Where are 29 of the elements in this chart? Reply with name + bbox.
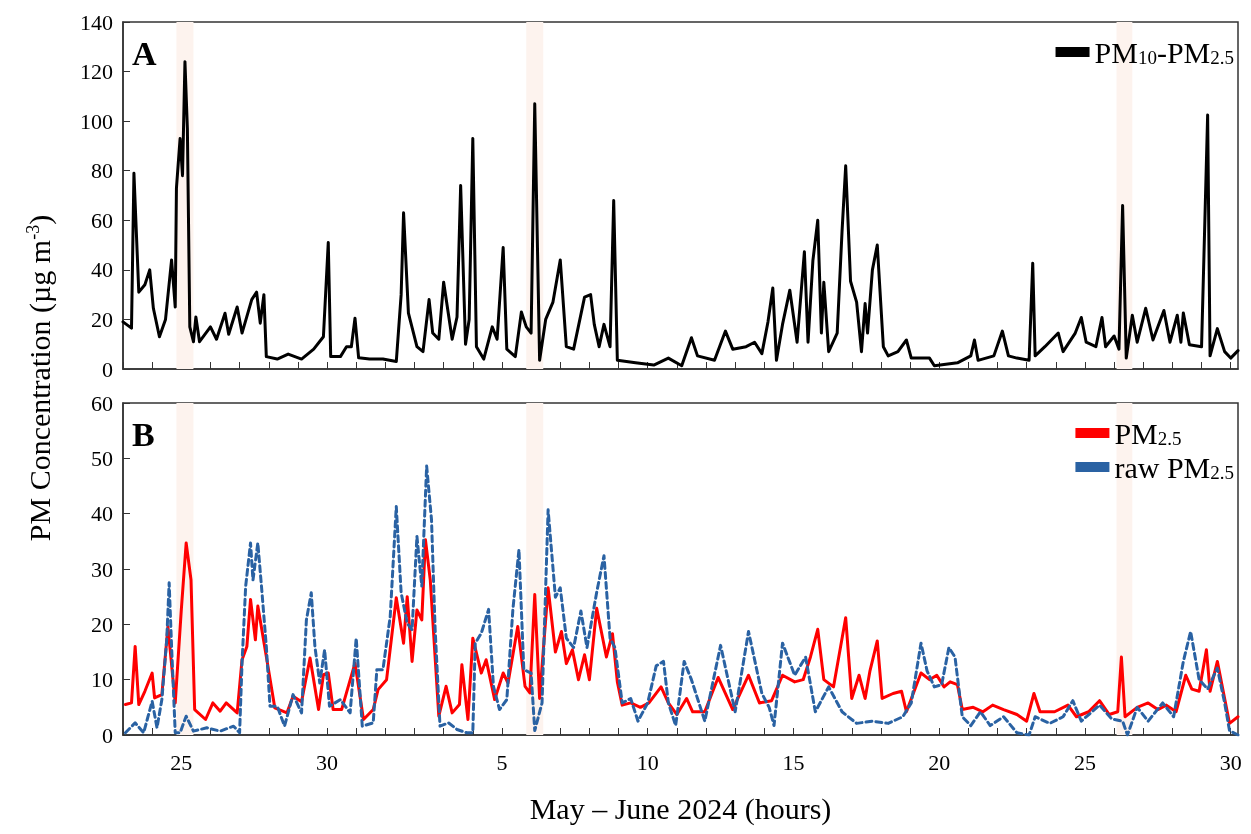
y-tick-label: 40: [91, 257, 113, 283]
legend-label: PM2.5: [1114, 416, 1182, 450]
x-tick-label: 25: [1073, 749, 1096, 775]
y-tick-label: 20: [91, 611, 113, 637]
y-tick-label: 120: [80, 59, 113, 85]
y-tick-label: 10: [91, 667, 113, 693]
y-tick-label: 80: [91, 158, 113, 184]
x-tick-label: 5: [496, 749, 508, 775]
x-tick-label: 15: [782, 749, 805, 775]
legend-label: raw PM2.5: [1114, 450, 1234, 484]
y-tick-label: 60: [91, 390, 113, 416]
x-axis-title: May – June 2024 (hours): [529, 791, 832, 826]
annotation: A: [132, 34, 157, 72]
y-tick-label: 0: [102, 356, 113, 382]
y-tick-label: 50: [91, 445, 113, 471]
y-tick-label: 0: [102, 722, 113, 748]
y-tick-label: 60: [91, 207, 113, 233]
annotation: B: [132, 415, 155, 453]
y-tick-label: 100: [80, 108, 113, 134]
x-tick-label: 25: [170, 749, 193, 775]
y-tick-label: 30: [91, 556, 113, 582]
legend-label: PM10-PM2.5: [1094, 35, 1234, 69]
y-tick-label: 40: [91, 501, 113, 527]
x-tick-label: 20: [928, 749, 951, 775]
y-tick-label: 20: [91, 306, 113, 332]
y-tick-label: 140: [80, 9, 113, 35]
x-tick-label: 30: [1219, 749, 1242, 775]
x-tick-label: 10: [636, 749, 659, 775]
x-tick-label: 30: [316, 749, 339, 775]
